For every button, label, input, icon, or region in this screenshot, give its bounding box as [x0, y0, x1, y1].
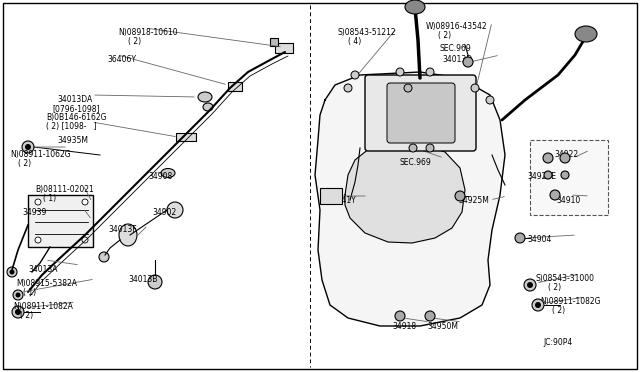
Circle shape: [535, 302, 541, 308]
Text: 34918: 34918: [392, 322, 416, 331]
Circle shape: [550, 190, 560, 200]
Circle shape: [22, 141, 34, 153]
Circle shape: [99, 252, 109, 262]
Circle shape: [25, 144, 31, 150]
Circle shape: [560, 153, 570, 163]
Circle shape: [395, 311, 405, 321]
Text: [0796-1098]: [0796-1098]: [52, 104, 99, 113]
Ellipse shape: [405, 0, 425, 14]
Text: 34925M: 34925M: [458, 196, 489, 205]
Text: 34920E: 34920E: [527, 172, 556, 181]
Bar: [270, 38, 278, 46]
Polygon shape: [345, 142, 465, 243]
Circle shape: [35, 199, 41, 205]
Text: 34910: 34910: [556, 196, 580, 205]
Circle shape: [524, 279, 536, 291]
Text: M)08915-5382A: M)08915-5382A: [16, 279, 77, 288]
Circle shape: [13, 290, 23, 300]
Text: 36406Y: 36406Y: [107, 55, 136, 64]
Bar: [275, 43, 293, 53]
Bar: [176, 133, 196, 141]
Text: N)08911-1082A: N)08911-1082A: [13, 302, 73, 311]
Text: ( 2): ( 2): [18, 159, 31, 168]
Ellipse shape: [198, 92, 212, 102]
Circle shape: [351, 71, 359, 79]
Circle shape: [455, 191, 465, 201]
Ellipse shape: [203, 103, 213, 111]
Text: ( 2): ( 2): [438, 31, 451, 40]
Ellipse shape: [575, 26, 597, 42]
Bar: [28, 195, 93, 247]
Bar: [228, 82, 242, 91]
Text: SEC.969: SEC.969: [400, 158, 432, 167]
Circle shape: [471, 84, 479, 92]
Text: ( 1): ( 1): [23, 288, 36, 297]
Circle shape: [148, 275, 162, 289]
Text: N)08911-1062G: N)08911-1062G: [10, 150, 70, 159]
Circle shape: [409, 144, 417, 152]
Text: 34904: 34904: [527, 235, 552, 244]
Text: 34902: 34902: [152, 208, 176, 217]
Text: S)08543-51212: S)08543-51212: [338, 28, 397, 37]
Text: 34013B: 34013B: [128, 275, 157, 284]
Text: B)0B146-6162G: B)0B146-6162G: [46, 113, 106, 122]
Text: 34013F: 34013F: [108, 225, 136, 234]
Polygon shape: [315, 72, 505, 326]
Text: SEC.969: SEC.969: [440, 44, 472, 53]
Circle shape: [543, 153, 553, 163]
Circle shape: [396, 68, 404, 76]
Text: 34013A: 34013A: [28, 265, 58, 274]
Text: W)08916-43542: W)08916-43542: [426, 22, 488, 31]
Text: 34950M: 34950M: [427, 322, 458, 331]
Circle shape: [463, 57, 473, 67]
FancyBboxPatch shape: [365, 75, 476, 151]
Text: ( 4): ( 4): [348, 37, 361, 46]
Circle shape: [82, 237, 88, 243]
Text: N)08911-1082G: N)08911-1082G: [540, 297, 600, 306]
Circle shape: [344, 84, 352, 92]
Bar: [320, 188, 342, 204]
Text: ( 2): ( 2): [552, 306, 565, 315]
Circle shape: [82, 199, 88, 205]
Circle shape: [15, 292, 20, 298]
Circle shape: [426, 68, 434, 76]
Bar: [530, 140, 608, 215]
Text: ( 2): ( 2): [128, 37, 141, 46]
Ellipse shape: [119, 224, 137, 246]
Text: 34908: 34908: [148, 172, 172, 181]
Text: ( 1): ( 1): [43, 194, 56, 203]
Circle shape: [532, 299, 544, 311]
Circle shape: [10, 269, 15, 275]
FancyBboxPatch shape: [387, 83, 455, 143]
Text: ( 2) [1098-   ]: ( 2) [1098- ]: [46, 122, 97, 131]
Circle shape: [404, 84, 412, 92]
Text: B)08111-02021: B)08111-02021: [35, 185, 93, 194]
Text: 34939: 34939: [22, 208, 46, 217]
Circle shape: [7, 267, 17, 277]
Text: 34922: 34922: [554, 150, 578, 159]
Text: ( 2): ( 2): [20, 311, 33, 320]
Circle shape: [515, 233, 525, 243]
Circle shape: [12, 306, 24, 318]
Circle shape: [527, 282, 533, 288]
Text: ( 2): ( 2): [548, 283, 561, 292]
Circle shape: [486, 96, 494, 104]
Circle shape: [35, 237, 41, 243]
Circle shape: [561, 171, 569, 179]
Circle shape: [425, 311, 435, 321]
Circle shape: [167, 202, 183, 218]
Circle shape: [544, 171, 552, 179]
Text: S)08543-31000: S)08543-31000: [536, 274, 595, 283]
Circle shape: [426, 144, 434, 152]
Text: 34935M: 34935M: [57, 136, 88, 145]
Text: 34013DA: 34013DA: [57, 95, 92, 104]
Text: JC:90P4: JC:90P4: [543, 338, 572, 347]
Text: N)08918-10610: N)08918-10610: [118, 28, 178, 37]
Ellipse shape: [161, 169, 175, 177]
Circle shape: [15, 309, 21, 315]
Text: 24341Y: 24341Y: [327, 196, 356, 205]
Text: 34013D: 34013D: [442, 55, 472, 64]
